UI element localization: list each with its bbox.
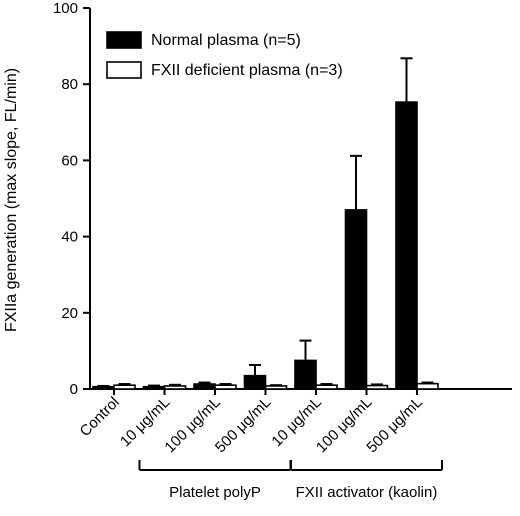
bar — [294, 359, 317, 390]
bar — [344, 209, 368, 390]
x-tick-label: 500 μg/mL — [363, 394, 425, 456]
bar — [395, 101, 418, 390]
x-tick-label: Control — [77, 394, 123, 440]
y-tick-label: 0 — [70, 381, 78, 398]
bar — [315, 384, 338, 390]
y-tick-label: 60 — [61, 152, 78, 169]
bar — [142, 385, 166, 390]
legend-swatch — [106, 61, 142, 79]
bar — [365, 384, 389, 390]
x-tick-label: 500 μg/mL — [212, 394, 274, 456]
group-label: FXII activator (kaolin) — [296, 484, 438, 501]
group-label: Platelet polyP — [169, 484, 261, 501]
group-brackets: Platelet polyP FXII activator (kaolin) — [138, 460, 443, 501]
axes: 0 20 40 60 80 100 — [53, 0, 512, 398]
bar — [243, 374, 267, 390]
bar — [193, 383, 216, 390]
bar — [92, 385, 115, 390]
legend-label: Normal plasma (n=5) — [151, 32, 301, 49]
y-tick-label: 80 — [61, 76, 78, 93]
legend: Normal plasma (n=5) FXII deficient plasma… — [106, 31, 343, 79]
y-tick-label: 20 — [61, 305, 78, 322]
bar — [264, 385, 288, 390]
y-axis-label: FXIIa generation (max slope, FL/min) — [3, 68, 20, 332]
bar — [214, 384, 237, 390]
bar — [416, 382, 439, 390]
y-tick-label: 40 — [61, 229, 78, 246]
bar — [163, 385, 187, 390]
bars — [92, 57, 439, 390]
legend-swatch — [106, 31, 142, 49]
legend-label: FXII deficient plasma (n=3) — [151, 62, 343, 79]
bar — [113, 384, 136, 390]
y-tick-label: 100 — [53, 0, 78, 17]
